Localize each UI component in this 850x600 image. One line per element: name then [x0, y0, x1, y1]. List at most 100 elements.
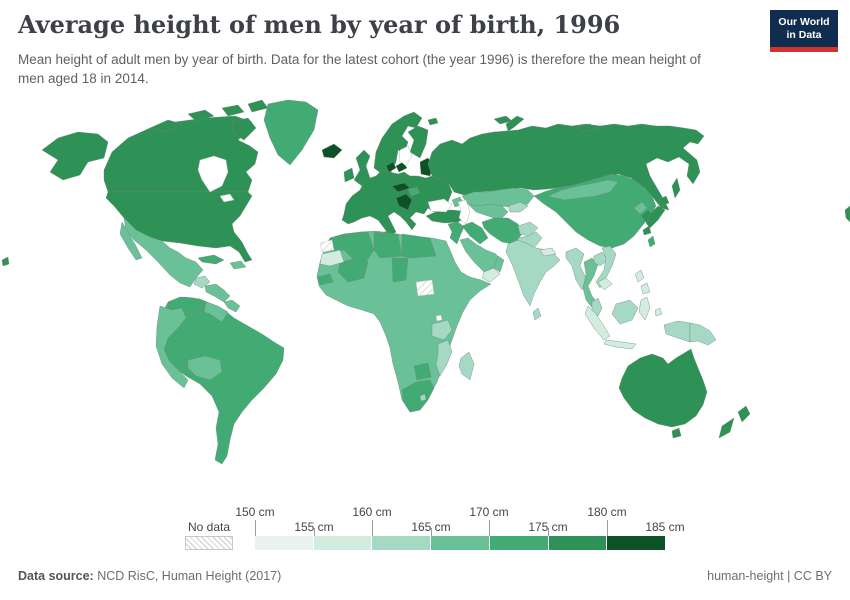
country-java[interactable] — [603, 339, 637, 350]
country-south-america[interactable] — [159, 296, 285, 465]
country-japan-kyushu[interactable] — [642, 225, 652, 236]
country-bolivia[interactable] — [187, 355, 223, 381]
country-russia-west-wrap-sliver[interactable] — [1, 256, 10, 267]
country-andes-strip[interactable] — [155, 305, 189, 389]
country-mongolia[interactable] — [547, 179, 619, 201]
country-south-africa[interactable] — [401, 379, 435, 413]
country-new-zealand-south[interactable] — [718, 417, 735, 439]
country-philippines-luzon[interactable] — [634, 269, 645, 283]
country-nepal[interactable] — [539, 247, 557, 257]
country-egypt[interactable] — [401, 233, 437, 259]
country-mali[interactable] — [337, 257, 369, 283]
country-novaya-zemlya[interactable] — [505, 115, 525, 132]
country-south-sudan[interactable] — [415, 279, 435, 297]
country-czechia-slovakia[interactable] — [391, 182, 411, 193]
legend-band-150-155[interactable] — [255, 536, 313, 550]
country-myanmar[interactable] — [565, 247, 587, 291]
country-greenland[interactable] — [263, 99, 319, 166]
legend-no-data-swatch[interactable] — [185, 536, 233, 550]
country-laos[interactable] — [593, 251, 609, 267]
legend-band-175-180[interactable] — [548, 536, 607, 550]
country-canada-arctic-2[interactable] — [187, 109, 215, 122]
country-franz-josef[interactable] — [493, 115, 513, 125]
country-borneo[interactable] — [611, 299, 639, 325]
country-sulawesi[interactable] — [638, 296, 651, 321]
country-sumatra[interactable] — [584, 305, 611, 341]
country-iraq[interactable] — [461, 221, 489, 245]
country-baja-california[interactable] — [119, 221, 143, 261]
country-lesotho[interactable] — [419, 393, 427, 402]
legend-band-160-165[interactable] — [372, 536, 431, 550]
country-new-siberian-islands[interactable] — [575, 123, 597, 133]
country-madagascar[interactable] — [458, 351, 475, 381]
license-note[interactable]: human-height | CC BY — [707, 569, 832, 583]
country-mauritania[interactable] — [319, 249, 345, 267]
country-guatemala[interactable] — [193, 275, 211, 289]
country-iran[interactable] — [481, 217, 523, 245]
legend-tickmark-180 — [607, 520, 608, 536]
legend-tickmark-160 — [372, 520, 373, 536]
owid-logo-line1: Our World — [778, 16, 830, 28]
country-sri-lanka[interactable] — [532, 307, 542, 321]
country-papua-new-guinea[interactable] — [689, 322, 717, 346]
country-netherlands[interactable] — [385, 161, 397, 173]
country-libya[interactable] — [373, 231, 403, 259]
country-yemen[interactable] — [481, 267, 501, 283]
country-mexico[interactable] — [123, 217, 204, 288]
country-ellesmere[interactable] — [247, 99, 269, 113]
country-tanzania[interactable] — [431, 319, 453, 341]
country-hungary[interactable] — [407, 186, 421, 197]
country-botswana[interactable] — [413, 362, 432, 381]
country-cambodia[interactable] — [597, 277, 613, 291]
country-oman[interactable] — [493, 255, 505, 273]
country-chad[interactable] — [391, 257, 409, 283]
country-finland[interactable] — [407, 125, 429, 159]
country-ireland[interactable] — [343, 167, 355, 183]
country-australia[interactable] — [618, 348, 708, 428]
legend-tick-150: 150 cm — [235, 505, 275, 519]
country-philippines-mindanao[interactable] — [640, 282, 651, 295]
country-russia-east-edge-sliver[interactable] — [844, 205, 850, 223]
country-iceland[interactable] — [321, 143, 343, 159]
country-uzbekistan-turkmenistan[interactable] — [467, 203, 509, 221]
country-north-korea[interactable] — [633, 201, 648, 215]
legend-tickmark-165 — [431, 528, 432, 536]
country-western-sahara[interactable] — [319, 239, 335, 253]
country-tasmania[interactable] — [671, 427, 682, 439]
legend-band-165-170[interactable] — [431, 536, 489, 550]
country-west-new-guinea[interactable] — [663, 320, 691, 343]
legend-band-170-175[interactable] — [489, 536, 548, 550]
country-alaska[interactable] — [41, 131, 109, 181]
legend-color-scale — [255, 536, 666, 550]
country-mozambique[interactable] — [435, 339, 453, 377]
owid-logo[interactable]: Our World in Data — [770, 10, 838, 53]
country-costa-rica-panama[interactable] — [223, 299, 241, 313]
country-kyrgyzstan-tajikistan[interactable] — [507, 201, 529, 213]
country-japan-honshu[interactable] — [645, 205, 666, 229]
country-canada-arctic-1[interactable] — [149, 119, 183, 133]
country-japan-hokkaido[interactable] — [657, 195, 670, 207]
country-hispaniola[interactable] — [229, 260, 247, 270]
country-moluccas[interactable] — [654, 307, 663, 317]
country-balkans[interactable] — [395, 193, 413, 211]
country-svalbard[interactable] — [427, 117, 439, 126]
legend-tick-175: 175 cm — [528, 520, 568, 534]
owid-logo-line2: in Data — [786, 29, 822, 42]
country-syria-levant[interactable] — [447, 221, 465, 245]
country-cuba[interactable] — [197, 254, 225, 265]
legend-tick-155: 155 cm — [294, 520, 334, 534]
country-baffin-island[interactable] — [231, 117, 257, 141]
country-afghanistan[interactable] — [517, 221, 539, 237]
country-sakhalin[interactable] — [671, 177, 681, 199]
country-guyanas[interactable] — [203, 301, 229, 323]
country-india[interactable] — [505, 239, 561, 307]
country-honduras-nicaragua[interactable] — [204, 283, 231, 303]
country-taiwan[interactable] — [647, 235, 656, 248]
country-russia[interactable] — [427, 123, 705, 211]
country-new-zealand-north[interactable] — [737, 405, 751, 423]
legend-band-155-160[interactable] — [313, 536, 372, 550]
country-senegal[interactable] — [316, 273, 334, 286]
country-canada-arctic-3[interactable] — [221, 104, 245, 117]
country-malaysia-peninsula[interactable] — [591, 297, 603, 317]
legend-band-180-185[interactable] — [607, 536, 666, 550]
